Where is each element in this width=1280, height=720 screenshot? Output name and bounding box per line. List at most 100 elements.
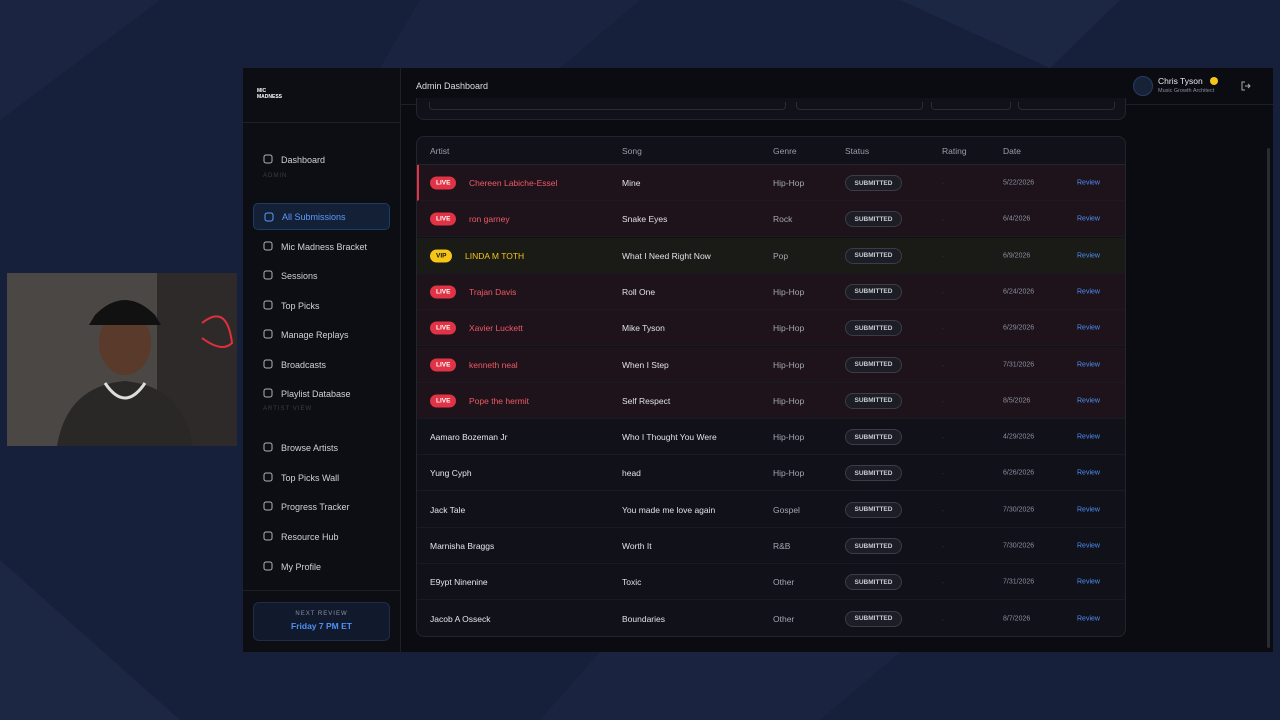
nav-item[interactable]: Sessions [253,262,390,289]
review-link[interactable]: Review [1077,324,1100,332]
artist-cell: Chereen Labiche-Essel [469,178,558,188]
search-input[interactable] [429,102,786,110]
artist-cell: Marnisha Braggs [430,541,495,551]
nav-item[interactable]: Broadcasts [253,351,390,378]
artist-cell: Aamaro Bozeman Jr [430,432,508,443]
nav-icon [263,359,273,369]
review-link[interactable]: Review [1077,179,1100,187]
scrollbar[interactable] [1267,148,1270,648]
date-cell: 6/24/2026 [1003,288,1035,296]
song-cell: You made me love again [622,504,716,515]
date-cell: 7/30/2026 [1003,542,1035,550]
verified-icon [1210,77,1218,85]
song-cell: Worth It [622,541,652,551]
review-link[interactable]: Review [1077,542,1100,550]
song-cell: Roll One [622,286,656,297]
review-link[interactable]: Review [1077,397,1100,405]
genre-cell: Other [773,613,795,624]
rating-cell: - [942,214,945,225]
date-cell: 6/9/2026 [1003,252,1031,260]
badge: LIVE [430,285,457,299]
review-link[interactable]: Review [1077,469,1100,477]
review-link[interactable]: Review [1077,252,1100,260]
avatar[interactable] [1133,76,1153,96]
filter-select[interactable] [931,102,1011,110]
artist-cell: Trajan Davis [469,286,517,297]
filter-bar [416,98,1126,120]
nav-item[interactable]: All Submissions [253,203,390,230]
nav-item[interactable]: Top Picks Wall [253,464,390,491]
divider [243,122,401,123]
next-review-value: Friday 7 PM ET [291,621,352,631]
rating-cell: - [942,250,945,261]
table-row [417,528,1125,564]
artist-cell: E9ypt Ninenine [430,577,488,588]
table-row [417,201,1125,238]
nav-icon [263,270,273,280]
status-pill: SUBMITTED [845,429,902,446]
table-row [417,419,1125,456]
genre-cell: Other [773,577,795,588]
artist-cell: kenneth neal [469,359,518,370]
status-pill: SUBMITTED [845,283,902,300]
column-header: Song [622,146,642,156]
date-cell: 8/7/2026 [1003,615,1031,623]
nav-item[interactable]: Playlist Database [253,380,390,407]
table-row [417,165,1125,201]
date-cell: 6/26/2026 [1003,469,1035,477]
date-cell: 4/29/2026 [1003,433,1035,441]
logo[interactable]: MIC MADNESS [257,88,285,104]
review-link[interactable]: Review [1077,433,1100,441]
nav-item[interactable]: Manage Replays [253,321,390,348]
table-row [417,382,1125,419]
review-link[interactable]: Review [1077,578,1100,586]
song-cell: Mike Tyson [622,323,665,334]
status-pill: SUBMITTED [845,320,902,337]
filter-select[interactable] [796,102,923,110]
column-header: Rating [942,146,967,156]
column-header: Status [845,146,870,156]
artist-cell: Xavier Luckett [469,323,523,334]
nav-item[interactable]: Dashboard [253,146,390,173]
rating-cell: - [942,468,945,479]
review-link[interactable]: Review [1077,615,1100,623]
table-row [417,455,1125,492]
table-row [417,346,1125,383]
song-cell: Snake Eyes [622,214,668,225]
genre-cell: Hip-Hop [773,178,805,188]
nav-item[interactable]: Top Picks [253,292,390,319]
review-link[interactable]: Review [1077,506,1100,514]
review-link[interactable]: Review [1077,215,1100,223]
nav-icon [263,501,273,511]
table-row [417,564,1125,601]
nav-icon [263,561,273,571]
rating-cell: - [942,613,945,624]
table-row [417,492,1125,528]
nav-item[interactable]: Progress Tracker [253,493,390,520]
page-title: Admin Dashboard [416,81,489,91]
genre-cell: Hip-Hop [773,395,805,406]
nav-item[interactable]: My Profile [253,553,390,580]
genre-cell: Hip-Hop [773,432,805,443]
genre-cell: R&B [773,541,791,551]
logout-button[interactable] [1241,81,1251,91]
genre-cell: Gospel [773,504,800,515]
review-link[interactable]: Review [1077,288,1100,296]
rating-cell: - [942,432,945,443]
status-pill: SUBMITTED [845,465,902,482]
date-cell: 7/31/2026 [1003,361,1035,368]
nav-icon [263,442,273,452]
song-cell: Self Respect [622,395,671,406]
filter-select[interactable] [1018,102,1115,110]
badge: LIVE [430,212,457,226]
nav-item[interactable]: Resource Hub [253,523,390,550]
status-pill: SUBMITTED [845,392,902,409]
table-row [417,601,1125,636]
artist-cell: Pope the hermit [469,395,530,406]
nav-icon [263,241,273,251]
nav-item[interactable]: Browse Artists [253,434,390,461]
nav-icon [263,329,273,339]
review-link[interactable]: Review [1077,361,1100,368]
nav-item[interactable]: Mic Madness Bracket [253,233,390,260]
column-header: Artist [430,146,450,156]
